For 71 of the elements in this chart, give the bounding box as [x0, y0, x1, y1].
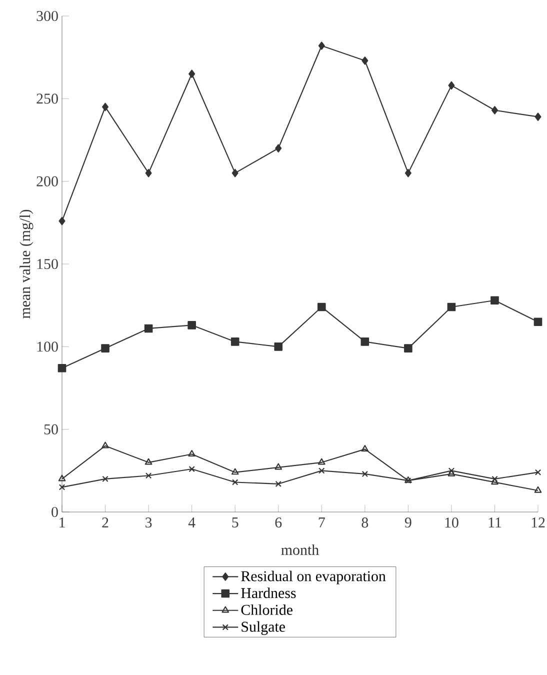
point: [101, 344, 110, 352]
point: [490, 296, 499, 305]
y-tick-label: 300: [36, 10, 58, 22]
point: [448, 468, 455, 474]
x-tick-label: 2: [102, 518, 108, 528]
point: [145, 168, 152, 178]
point: [275, 480, 282, 487]
y-axis-title: mean value (mg/l): [20, 210, 34, 318]
point: [188, 450, 196, 456]
point: [274, 342, 283, 351]
point: [144, 458, 152, 465]
legend-label: Residual on evaporation: [241, 570, 386, 584]
point: [361, 445, 369, 452]
x-tick-label: 9: [404, 518, 412, 528]
point: [58, 474, 66, 482]
x-tick-label: 5: [232, 518, 238, 528]
y-tick-label: 150: [37, 258, 58, 270]
point: [360, 338, 370, 346]
point: [188, 466, 195, 472]
point: [447, 302, 456, 312]
point: [58, 484, 66, 490]
y-tick-label: 250: [36, 94, 58, 104]
point: [275, 144, 282, 152]
x-axis-title: month: [281, 544, 319, 555]
point: [58, 216, 66, 226]
y-tick-label: 50: [44, 424, 58, 434]
x-tick-label: 10: [445, 518, 458, 528]
point: [534, 112, 542, 121]
point: [404, 168, 412, 178]
x-tick-label: 3: [146, 518, 152, 528]
legend-label: Sulgate: [242, 621, 285, 635]
point: [232, 479, 238, 486]
point: [404, 344, 412, 352]
x-tick-label: 12: [532, 518, 545, 528]
point: [102, 102, 109, 112]
point: [448, 470, 456, 476]
point: [145, 472, 152, 479]
point: [362, 470, 368, 478]
point: [232, 168, 238, 178]
x-tick-label: 4: [188, 518, 196, 528]
x-tick-label: 6: [275, 518, 282, 528]
x-tick-label: 1: [60, 518, 65, 528]
x-tick-label: 8: [362, 518, 368, 528]
point: [534, 486, 542, 493]
point: [188, 70, 196, 78]
point: [362, 56, 368, 65]
point: [318, 458, 326, 465]
point: [58, 364, 66, 372]
point: [318, 42, 325, 50]
legend-label: Chloride: [241, 604, 292, 615]
point: [144, 324, 153, 333]
point: [231, 468, 239, 475]
point: [318, 468, 325, 474]
point: [534, 318, 542, 326]
point: [317, 302, 326, 312]
point: [188, 321, 196, 330]
point: [274, 463, 282, 470]
point: [448, 81, 455, 90]
y-tick-label: 100: [37, 342, 58, 352]
y-tick-label: 200: [36, 176, 58, 186]
point: [102, 442, 109, 448]
x-tick-label: 7: [318, 518, 325, 528]
point: [230, 338, 240, 346]
point: [102, 476, 108, 482]
x-tick-label: 11: [488, 518, 502, 528]
y-tick-label: 0: [52, 506, 58, 518]
legend-label: Hardness: [241, 588, 296, 598]
point: [491, 106, 498, 114]
point: [492, 476, 498, 482]
point: [534, 469, 542, 476]
point: [491, 478, 498, 485]
